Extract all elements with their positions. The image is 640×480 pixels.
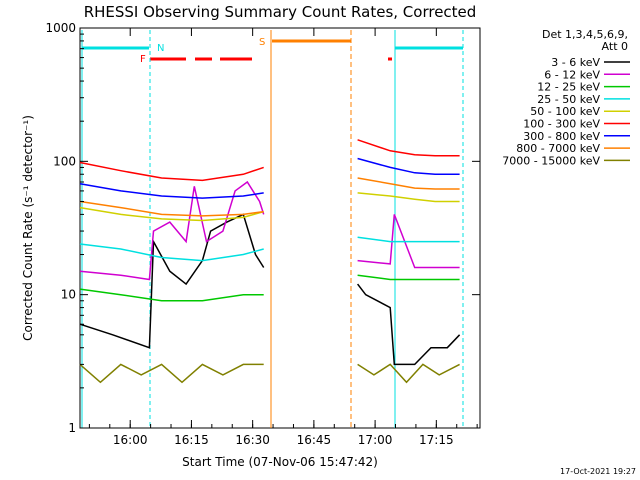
series-line-6-seg-1 [357, 157, 460, 176]
flare-label: F [140, 54, 146, 65]
x-tick-label-4: 17:00 [358, 433, 393, 447]
series-line-1-seg-0 [79, 180, 265, 281]
series-line-2-seg-1 [357, 274, 460, 281]
series-line-0-seg-1 [357, 283, 461, 366]
y-tick-label-2: 100 [53, 154, 76, 168]
chart-title: RHESSI Observing Summary Count Rates, Co… [84, 3, 477, 21]
legend-label-8: 7000 - 15000 keV [502, 154, 600, 167]
x-tick-label-3: 16:45 [297, 433, 332, 447]
series-layer [79, 139, 461, 384]
y-tick-label-1: 10 [61, 288, 76, 302]
series-line-3-seg-1 [357, 236, 460, 243]
saa-label: S [259, 37, 265, 48]
legend-label-2: 12 - 25 keV [537, 81, 600, 94]
x-tick-label-1: 16:15 [174, 433, 209, 447]
series-line-5-seg-1 [357, 139, 460, 157]
orbit-markers: N F S [81, 30, 464, 428]
plot-frame [79, 27, 481, 429]
legend-label-1: 6 - 12 keV [544, 68, 600, 81]
series-line-0-seg-0 [79, 213, 265, 349]
timestamp: 17-Oct-2021 19:27 [560, 467, 636, 476]
y-axis-label: Corrected Count Rate (s⁻¹ detector⁻¹) [21, 115, 35, 341]
night-label: N [157, 43, 164, 54]
y-axis: 1 10 100 1000 [45, 21, 480, 435]
legend-header-2: Att 0 [602, 40, 628, 53]
x-axis-label: Start Time (07-Nov-06 15:47:42) [182, 455, 378, 469]
series-line-7-seg-0 [79, 200, 264, 217]
legend-label-0: 3 - 6 keV [551, 56, 600, 69]
legend-label-6: 300 - 800 keV [523, 130, 600, 143]
series-line-4-seg-1 [357, 192, 460, 203]
legend-header-1: Det 1,3,4,5,6,9, [542, 28, 628, 41]
y-tick-label-3: 1000 [45, 21, 76, 35]
series-line-8-seg-0 [79, 363, 264, 384]
legend-label-4: 50 - 100 keV [530, 105, 600, 118]
x-tick-label-0: 16:00 [113, 433, 148, 447]
y-tick-label-0: 1 [68, 421, 76, 435]
x-tick-label-5: 17:15 [419, 433, 454, 447]
series-line-6-seg-0 [79, 182, 264, 199]
series-line-3-seg-0 [79, 243, 264, 262]
legend-label-5: 100 - 300 keV [523, 118, 600, 131]
series-line-4-seg-0 [79, 206, 264, 222]
x-axis: 16:00 16:15 16:30 16:45 17:00 17:15 [88, 28, 478, 447]
series-line-7-seg-1 [357, 177, 460, 190]
series-line-2-seg-0 [79, 288, 264, 302]
series-line-5-seg-0 [79, 161, 264, 182]
legend-label-7: 800 - 7000 keV [516, 142, 600, 155]
legend-label-3: 25 - 50 keV [537, 93, 600, 106]
x-tick-label-2: 16:30 [235, 433, 270, 447]
series-line-8-seg-1 [357, 363, 460, 384]
